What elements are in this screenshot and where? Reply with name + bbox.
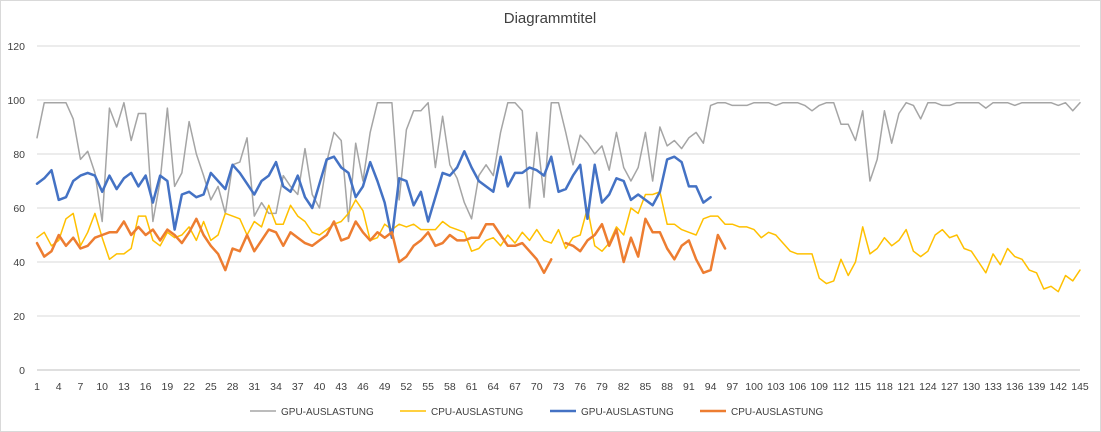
x-tick-label: 133 (984, 381, 1002, 393)
x-tick-label: 97 (726, 381, 738, 393)
series-1 (36, 101, 1081, 223)
x-tick-label: 127 (941, 381, 959, 393)
x-tick-label: 94 (705, 381, 717, 393)
series-4 (35, 217, 727, 275)
x-tick-label: 88 (661, 381, 673, 393)
x-tick-label: 4 (56, 381, 62, 393)
x-tick-label: 64 (487, 381, 499, 393)
series-line (36, 101, 1081, 223)
x-tick-label: 109 (810, 381, 828, 393)
x-tick-label: 73 (553, 381, 565, 393)
x-tick-label: 124 (919, 381, 937, 393)
legend-label: GPU-AUSLASTUNG (581, 407, 674, 418)
series-line (564, 217, 727, 275)
series-line (36, 191, 1081, 293)
y-tick-label: 20 (13, 311, 25, 323)
x-tick-label: 49 (379, 381, 391, 393)
x-tick-label: 37 (292, 381, 304, 393)
legend-label: GPU-AUSLASTUNG (281, 407, 374, 418)
x-tick-label: 103 (767, 381, 785, 393)
x-tick-label: 61 (466, 381, 478, 393)
x-tick-label: 79 (596, 381, 608, 393)
series-3 (35, 150, 712, 239)
x-tick-label: 40 (314, 381, 326, 393)
x-tick-label: 121 (897, 381, 915, 393)
series-2 (36, 191, 1081, 293)
legend-item: GPU-AUSLASTUNG (550, 407, 674, 418)
x-tick-label: 19 (162, 381, 174, 393)
x-axis: 1 4 7 10 13 16 19 22 25 28 31 34 37 40 43 46 49 52 55 58 61 6… (34, 381, 1089, 393)
x-tick-label: 28 (227, 381, 239, 393)
x-tick-label: 145 (1071, 381, 1089, 393)
x-tick-label: 10 (96, 381, 108, 393)
y-tick-label: 100 (7, 95, 25, 107)
x-tick-label: 118 (876, 381, 893, 393)
x-tick-label: 100 (745, 381, 763, 393)
x-tick-label: 70 (531, 381, 543, 393)
x-tick-label: 52 (401, 381, 413, 393)
series-line (35, 217, 553, 275)
y-tick-label: 120 (7, 41, 25, 53)
x-tick-label: 31 (248, 381, 260, 393)
x-tick-label: 43 (335, 381, 347, 393)
x-tick-label: 22 (183, 381, 195, 393)
legend: GPU-AUSLASTUNG CPU-AUSLASTUNG GPU-AUSLASTU… (250, 407, 823, 418)
legend-label: CPU-AUSLASTUNG (431, 407, 523, 418)
x-tick-label: 112 (833, 381, 850, 393)
legend-item: CPU-AUSLASTUNG (700, 407, 823, 418)
x-tick-label: 25 (205, 381, 217, 393)
x-tick-label: 34 (270, 381, 282, 393)
x-tick-label: 55 (422, 381, 434, 393)
x-tick-label: 139 (1028, 381, 1046, 393)
y-tick-label: 60 (13, 203, 25, 215)
x-tick-label: 46 (357, 381, 369, 393)
x-tick-label: 76 (574, 381, 586, 393)
x-tick-label: 58 (444, 381, 456, 393)
x-tick-label: 115 (854, 381, 871, 393)
y-tick-label: 80 (13, 149, 25, 161)
x-tick-label: 142 (1050, 381, 1068, 393)
y-axis: 0 20 40 60 80 100 120 (7, 41, 25, 377)
gridlines (37, 45, 1080, 371)
legend-item: CPU-AUSLASTUNG (400, 407, 523, 418)
x-tick-label: 85 (640, 381, 652, 393)
x-tick-label: 13 (118, 381, 130, 393)
y-tick-label: 0 (19, 365, 25, 377)
x-tick-label: 67 (509, 381, 521, 393)
x-tick-label: 16 (140, 381, 152, 393)
x-tick-label: 7 (78, 381, 84, 393)
x-tick-label: 130 (963, 381, 981, 393)
x-tick-label: 1 (34, 381, 40, 393)
chart-title: Diagrammtitel (504, 10, 597, 27)
legend-label: CPU-AUSLASTUNG (731, 407, 823, 418)
legend-item: GPU-AUSLASTUNG (250, 407, 374, 418)
x-tick-label: 91 (683, 381, 695, 393)
y-tick-label: 40 (13, 257, 25, 269)
x-tick-label: 82 (618, 381, 630, 393)
x-tick-label: 106 (789, 381, 807, 393)
series-line (35, 150, 712, 239)
series-lines (35, 101, 1081, 293)
x-tick-label: 136 (1006, 381, 1024, 393)
